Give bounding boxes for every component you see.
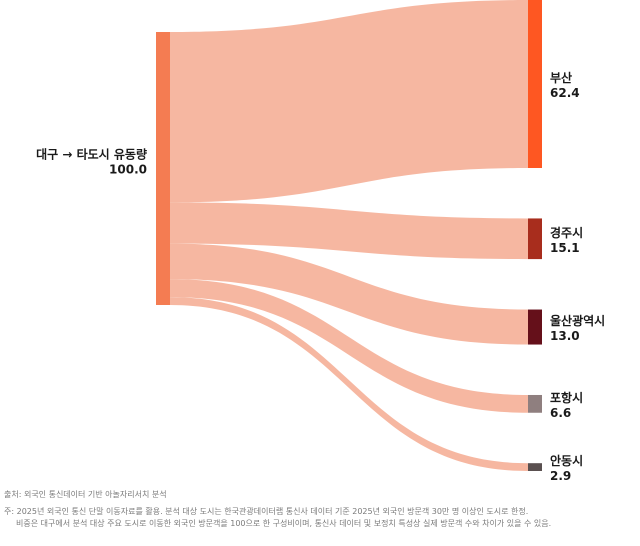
target-2-value: 15.1 <box>550 241 580 255</box>
target-5-value: 2.9 <box>550 469 571 483</box>
target-3-value: 13.0 <box>550 329 580 343</box>
link-target-2 <box>170 202 528 260</box>
sankey-links <box>170 0 528 471</box>
source-value: 100.0 <box>109 163 147 177</box>
sankey-nodes <box>156 0 542 471</box>
source-label: 대구 → 타도시 유동량 <box>36 147 147 162</box>
footnote-2: 비중은 대구에서 분석 대상 주요 도시로 이동한 외국인 방문객을 100으로… <box>16 519 552 528</box>
link-target-1 <box>170 0 528 203</box>
link-target-4 <box>170 279 528 413</box>
target-2-label: 경주시 <box>550 226 583 240</box>
target-1-node <box>528 0 542 168</box>
target-1-value: 62.4 <box>550 86 580 100</box>
target-5-node <box>528 463 542 471</box>
target-4-node <box>528 394 542 413</box>
source-note: 출처: 외국인 통신데이터 기반 아놀자리서치 분석 <box>4 490 167 499</box>
target-3-node <box>528 309 542 345</box>
footnote-1: 주: 2025년 외국인 통신 단말 이동자료를 활용. 분석 대상 도시는 한… <box>4 507 529 516</box>
target-5-label: 안동시 <box>550 453 583 468</box>
target-2-node <box>528 218 542 260</box>
target-3-label: 울산광역시 <box>550 313 605 328</box>
target-4-label: 포항시 <box>550 390 583 405</box>
link-target-5 <box>170 297 528 471</box>
target-4-value: 6.6 <box>550 406 571 420</box>
source-node <box>156 32 170 305</box>
link-target-3 <box>170 243 528 345</box>
target-1-label: 부산 <box>550 70 572 85</box>
